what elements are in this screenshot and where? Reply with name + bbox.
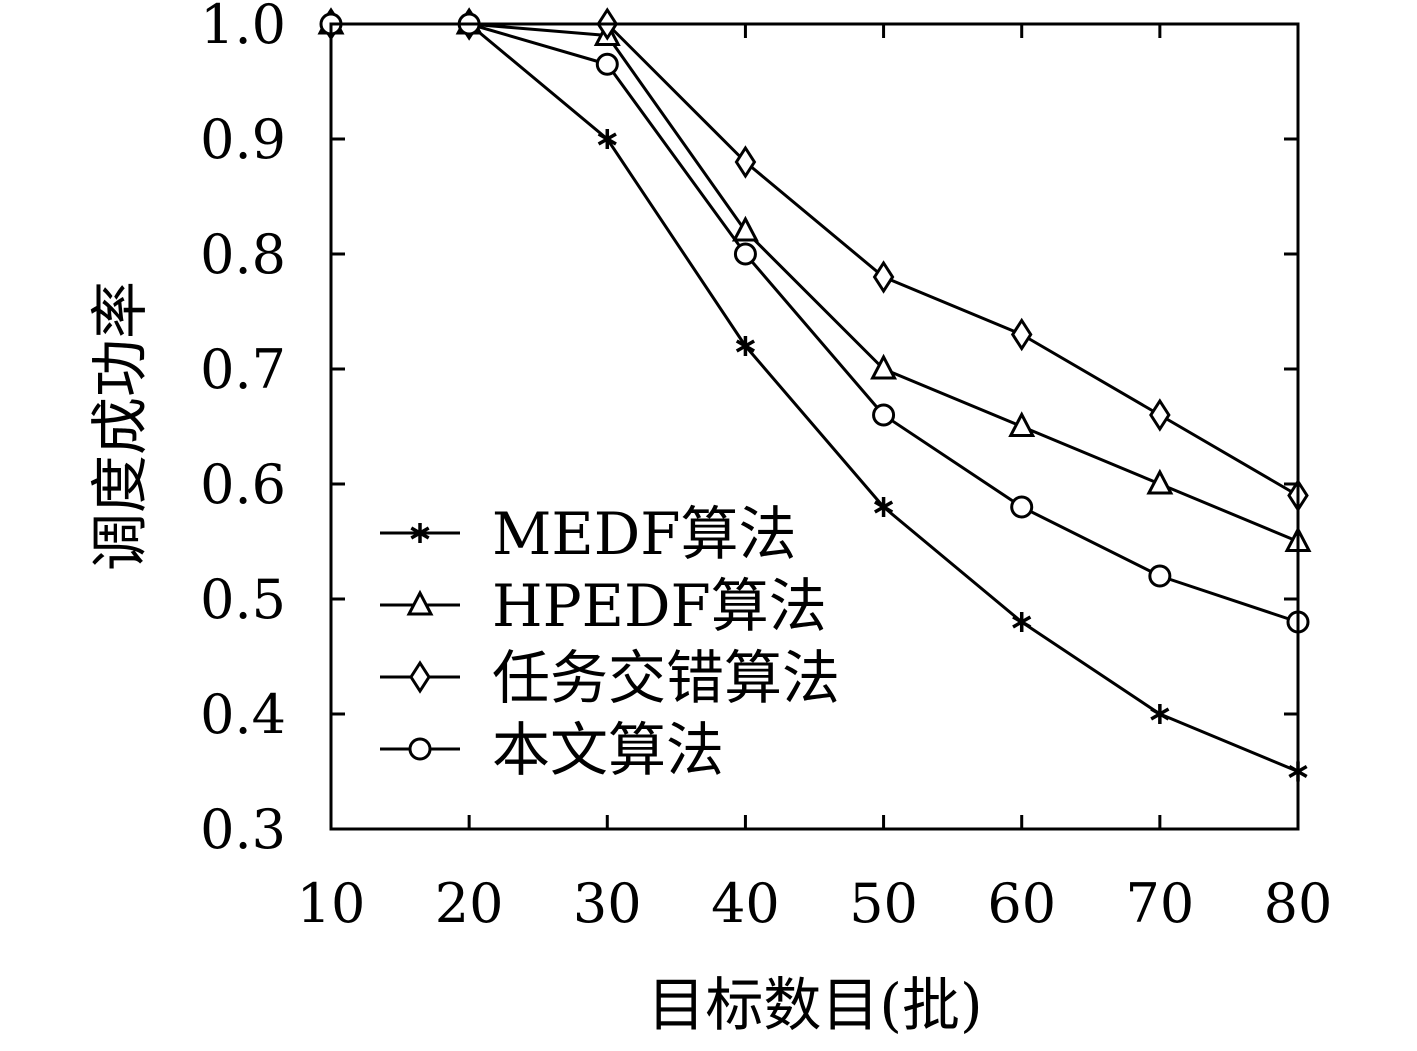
series-2-line (317, 8, 1312, 552)
x-tick-label: 70 (1125, 872, 1194, 935)
series-1-point (735, 336, 756, 356)
x-tick-label: 10 (297, 872, 366, 935)
legend-entry-3: 任务交错算法 (380, 644, 840, 712)
series-1-point (597, 129, 617, 149)
y-axis-title: 调度成功率 (86, 281, 154, 571)
x-axis-title: 目标数目(批) (647, 971, 982, 1039)
plot-area-frame (329, 22, 1300, 831)
series-2-point (1146, 468, 1174, 495)
series-4-point (1148, 564, 1172, 588)
y-tick-label: 0.9 (200, 108, 286, 171)
tick-labels: 10 20 30 40 50 60 70 80 1.0 0.9 0.8 0.7 0.6 0.5 0.4 0.3 (200, 0, 1332, 935)
x-tick-label: 30 (573, 872, 642, 935)
x-tick-label: 40 (711, 872, 780, 935)
series-4-path (331, 22, 1299, 624)
series-4-line (319, 12, 1310, 634)
legend-entry-4: 本文算法 (380, 716, 724, 784)
x-tick-label: 80 (1264, 872, 1333, 935)
y-tick-label: 0.6 (200, 453, 286, 516)
x-tick-label: 20 (435, 872, 504, 935)
series-2-point (870, 353, 898, 380)
series-3-point (1010, 317, 1033, 352)
legend-marker (406, 589, 434, 616)
y-tick-label: 0.5 (200, 568, 286, 631)
y-tick-label: 0.4 (200, 683, 286, 746)
series-4-point (1010, 495, 1034, 519)
legend-label: HPEDF算法 (492, 572, 827, 640)
y-tick-label: 0.7 (200, 338, 286, 401)
legend-marker (410, 523, 430, 543)
series-2-path (331, 22, 1299, 543)
series-2-point (1008, 411, 1036, 437)
series-4-point (733, 242, 757, 266)
y-tick-label: 1.0 (200, 0, 286, 56)
legend-marker (408, 737, 432, 761)
legend-label: 本文算法 (492, 716, 724, 784)
y-tick-label: 0.8 (200, 223, 286, 286)
series-4-point (595, 52, 619, 76)
series-3-point (1149, 398, 1171, 432)
y-tick-label: 0.3 (200, 798, 286, 861)
series-3-point (734, 145, 757, 179)
series-1-path (331, 22, 1299, 773)
legend-marker (409, 660, 431, 694)
series-4-point (872, 403, 896, 427)
series-1-point (873, 497, 894, 517)
x-tick-label: 50 (849, 872, 918, 935)
legend-entry-2: HPEDF算法 (380, 572, 827, 640)
series-3-point (872, 260, 895, 294)
series-1-point (1012, 612, 1032, 632)
series-3-line (320, 7, 1309, 513)
legend-label: MEDF算法 (492, 500, 796, 568)
series-1-point (1150, 704, 1170, 724)
legend-entry-1: MEDF算法 (380, 500, 796, 568)
legend-label: 任务交错算法 (492, 644, 840, 712)
x-tick-label: 60 (987, 872, 1056, 935)
series-2-point (731, 215, 759, 242)
